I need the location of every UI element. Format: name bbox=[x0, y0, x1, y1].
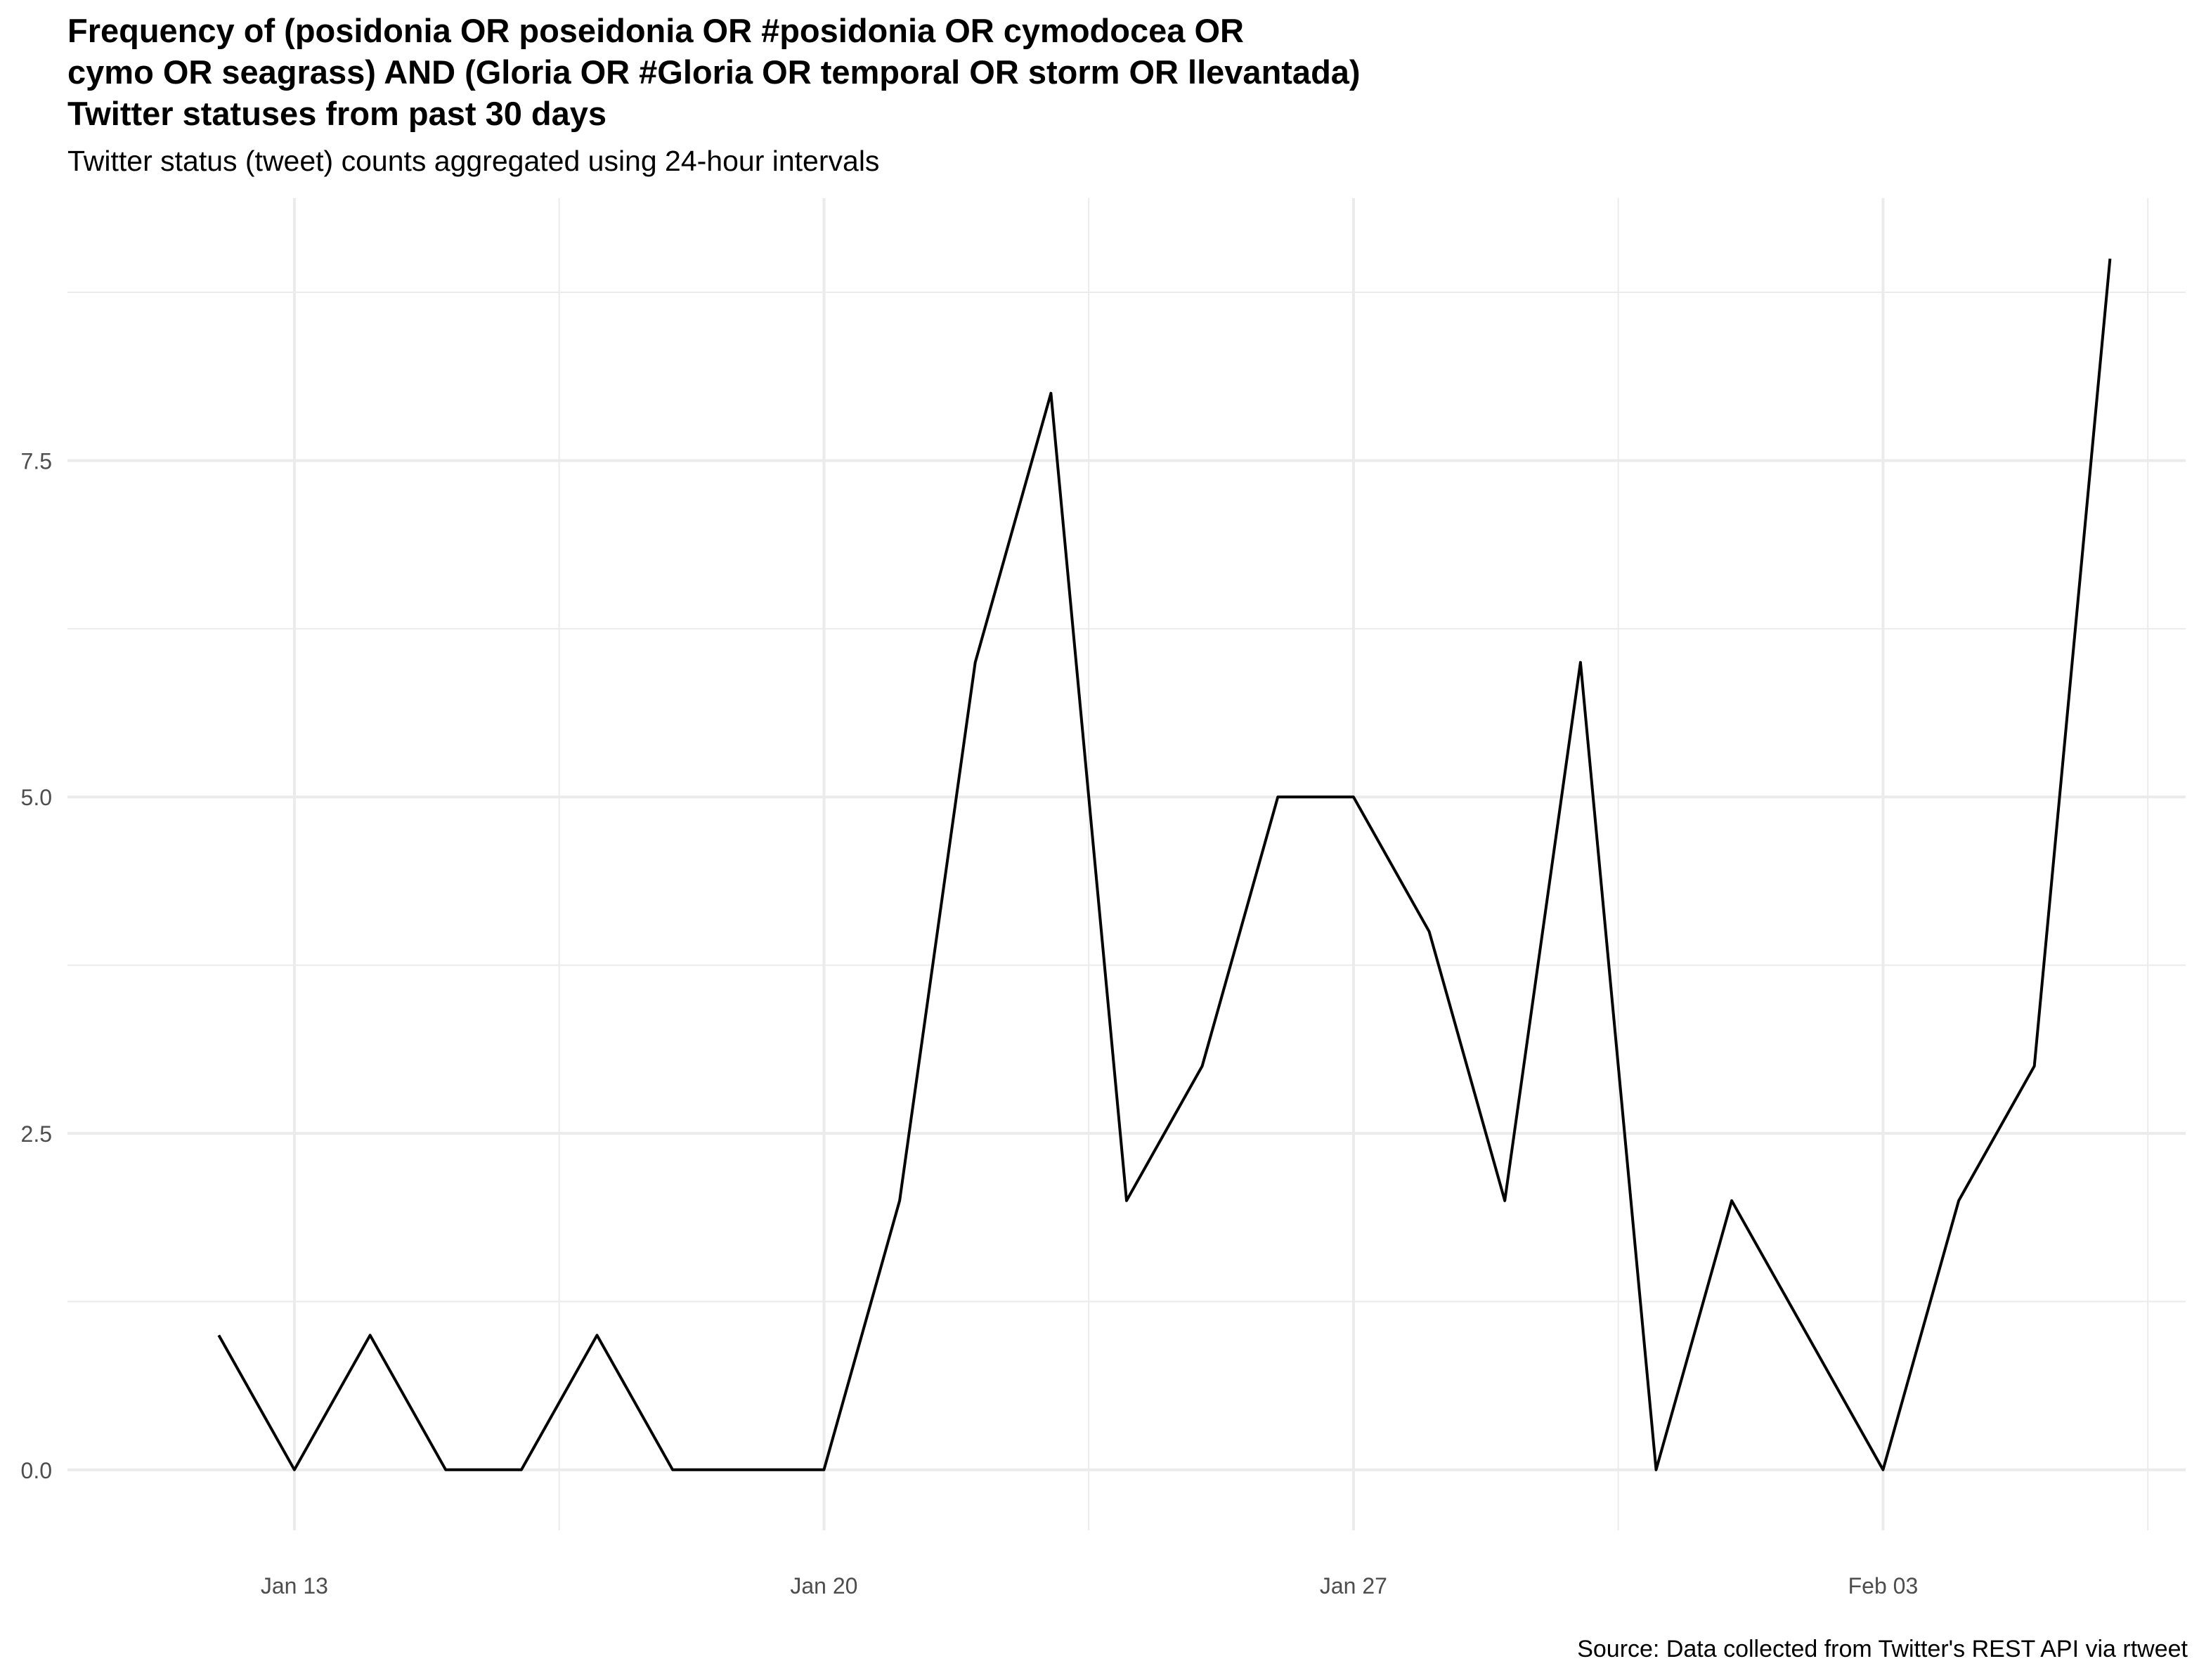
data-point bbox=[520, 1469, 523, 1471]
data-point bbox=[293, 1469, 296, 1471]
data-point bbox=[1125, 1199, 1128, 1202]
data-point bbox=[369, 1334, 372, 1336]
data-point bbox=[1428, 930, 1431, 933]
data-point bbox=[1049, 392, 1052, 395]
data-point bbox=[596, 1334, 599, 1336]
data-point bbox=[1881, 1469, 1884, 1471]
chart-caption: Source: Data collected from Twitter's RE… bbox=[1577, 1636, 2188, 1662]
data-point bbox=[1201, 1064, 1204, 1067]
data-point bbox=[2033, 1064, 2036, 1067]
data-point bbox=[1730, 1199, 1733, 1202]
y-tick-label: 7.5 bbox=[21, 448, 52, 474]
series-line bbox=[217, 259, 2112, 1471]
major-gridlines bbox=[67, 198, 2186, 1530]
chart-title-line-3: Twitter statuses from past 30 days bbox=[67, 95, 607, 132]
x-tick-label: Jan 13 bbox=[261, 1573, 328, 1598]
x-tick-label: Jan 27 bbox=[1320, 1573, 1387, 1598]
data-point bbox=[1957, 1199, 1960, 1202]
data-point bbox=[2108, 257, 2111, 260]
x-axis: Jan 13 Jan 20 Jan 27 Feb 03 bbox=[261, 1573, 1918, 1598]
data-point bbox=[1806, 1334, 1809, 1336]
data-point bbox=[1352, 795, 1355, 798]
data-point bbox=[747, 1469, 750, 1471]
y-tick-label: 2.5 bbox=[21, 1121, 52, 1147]
x-tick-label: Jan 20 bbox=[790, 1573, 857, 1598]
series-layer bbox=[217, 257, 2112, 1471]
chart-title: Frequency of (posidonia OR poseidonia OR… bbox=[67, 10, 2148, 134]
chart-title-line-2: cymo OR seagrass) AND (Gloria OR #Gloria… bbox=[67, 53, 1361, 91]
chart-title-line-1: Frequency of (posidonia OR poseidonia OR… bbox=[67, 12, 1244, 49]
data-point bbox=[1503, 1199, 1506, 1202]
data-point bbox=[671, 1469, 674, 1471]
y-tick-label: 0.0 bbox=[21, 1458, 52, 1483]
x-tick-label: Feb 03 bbox=[1848, 1573, 1919, 1598]
data-point bbox=[1276, 795, 1279, 798]
y-tick-label: 5.0 bbox=[21, 785, 52, 810]
data-point bbox=[217, 1334, 220, 1336]
data-point bbox=[898, 1199, 901, 1202]
minor-gridlines bbox=[67, 198, 2186, 1530]
data-point bbox=[974, 661, 977, 664]
data-point bbox=[444, 1469, 447, 1471]
data-point bbox=[822, 1469, 825, 1471]
data-point bbox=[1579, 661, 1582, 664]
data-point bbox=[1655, 1469, 1658, 1471]
y-axis: 0.0 2.5 5.0 7.5 bbox=[21, 448, 52, 1483]
chart-subtitle: Twitter status (tweet) counts aggregated… bbox=[67, 145, 880, 177]
